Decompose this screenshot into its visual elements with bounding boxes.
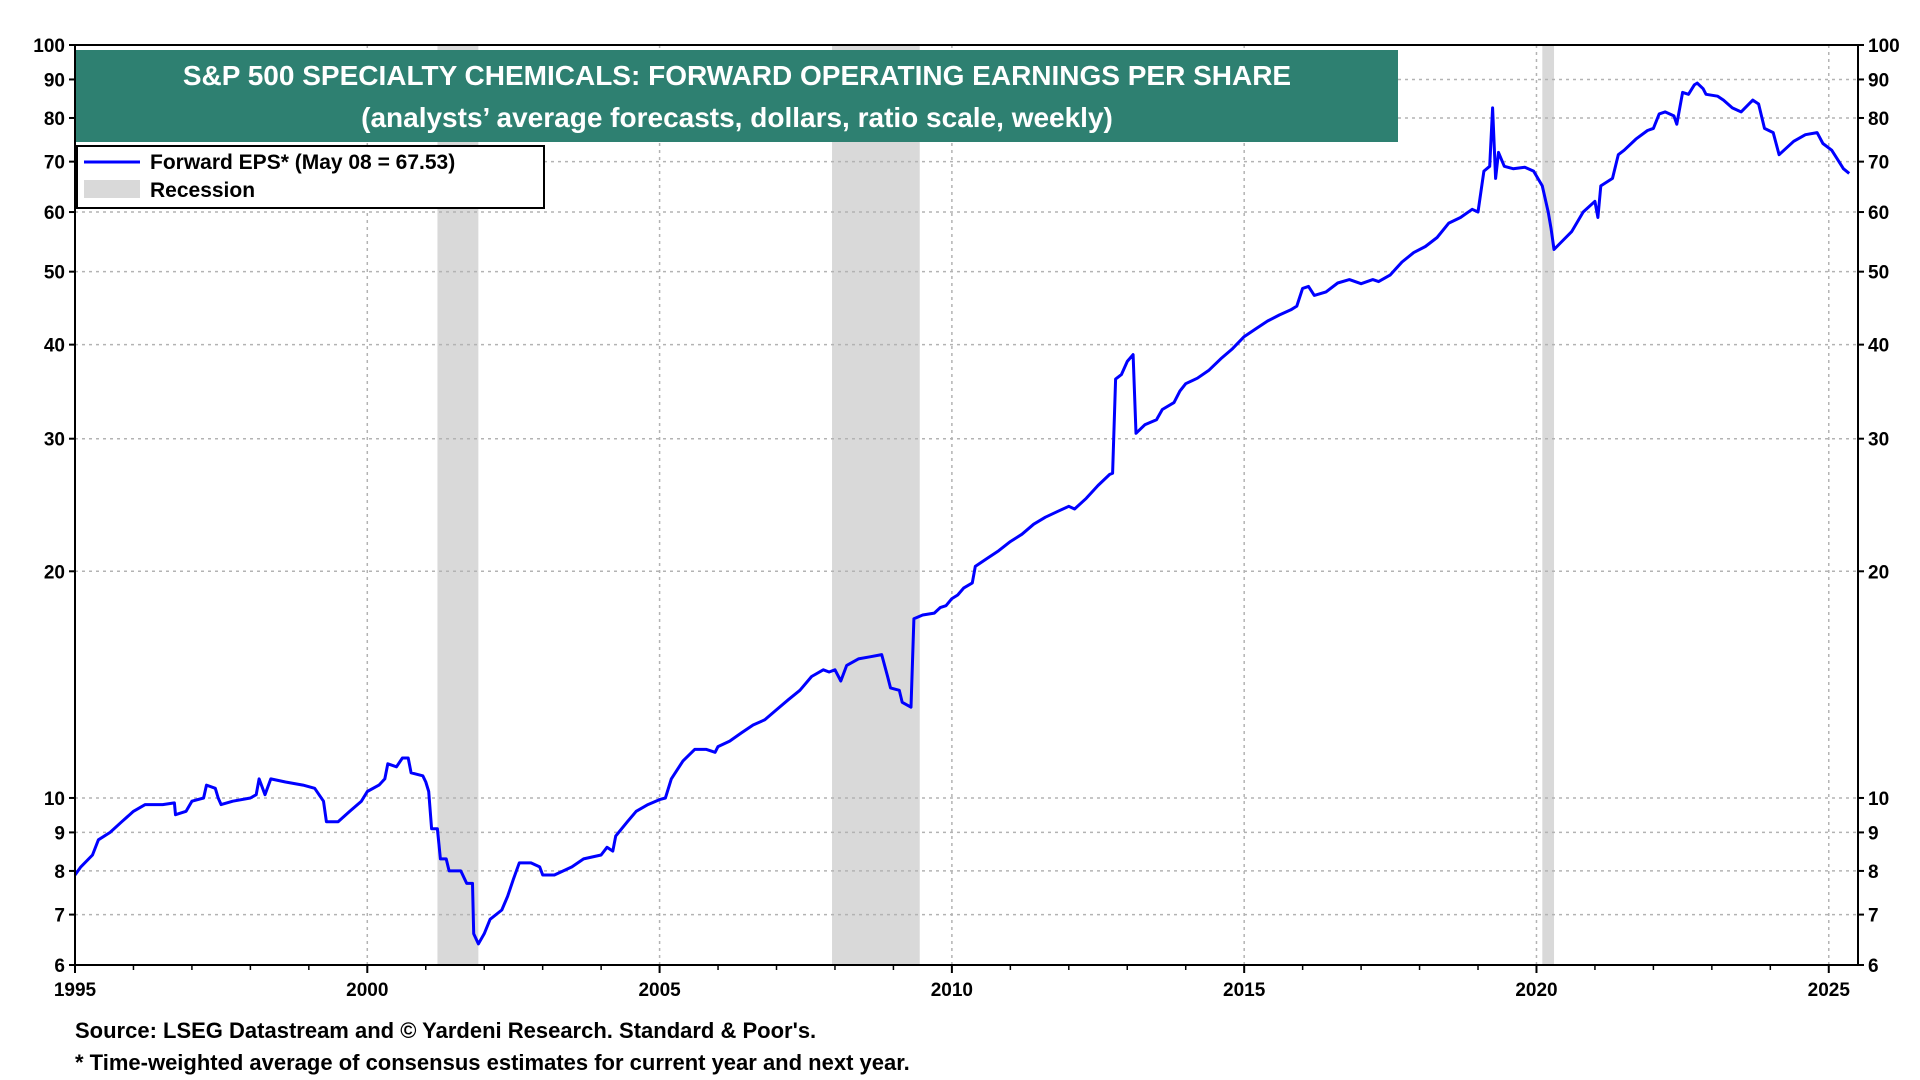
y-tick-label-right-12: 90: [1868, 70, 1889, 91]
y-tick-label-left-2: 8: [54, 862, 65, 883]
y-tick-label-right-4: 10: [1868, 789, 1889, 810]
recession-band-1: [832, 45, 920, 965]
y-tick-label-left-13: 100: [33, 36, 65, 57]
y-tick-label-left-1: 7: [54, 906, 65, 927]
legend-label-recession: Recession: [150, 179, 255, 202]
y-tick-label-right-6: 30: [1868, 430, 1889, 451]
y-tick-label-right-8: 50: [1868, 263, 1889, 284]
y-tick-label-right-2: 8: [1868, 862, 1879, 883]
x-tick-label-6: 2025: [1808, 980, 1851, 1001]
legend-box: [76, 145, 545, 209]
legend: Forward EPS* (May 08 = 67.53) Recession: [76, 145, 545, 209]
recession-bands: [437, 45, 1555, 965]
source-note: Source: LSEG Datastream and © Yardeni Re…: [75, 1018, 817, 1043]
plot-frame: [74, 44, 1859, 966]
series-line-forward-eps: [73, 81, 1851, 946]
y-tick-label-right-10: 70: [1868, 153, 1889, 174]
y-tick-label-right-13: 100: [1868, 36, 1900, 57]
y-tick-label-left-8: 50: [44, 263, 65, 284]
y-tick-label-left-9: 60: [44, 203, 65, 224]
title-background: [76, 50, 1398, 142]
legend-swatch-recession: [84, 180, 140, 198]
y-tick-label-right-1: 7: [1868, 906, 1879, 927]
y-tick-label-right-5: 20: [1868, 562, 1889, 583]
y-tick-label-left-0: 6: [54, 956, 65, 977]
footnote: * Time-weighted average of consensus est…: [75, 1050, 910, 1075]
y-tick-label-right-7: 40: [1868, 336, 1889, 357]
x-tick-label-3: 2010: [931, 980, 973, 1001]
x-tick-label-2: 2005: [638, 980, 681, 1001]
y-tick-label-left-3: 9: [54, 823, 65, 844]
x-tick-label-0: 1995: [54, 980, 97, 1001]
series-layer: [73, 81, 1851, 946]
y-tick-label-left-6: 30: [44, 430, 65, 451]
y-tick-label-right-9: 60: [1868, 203, 1889, 224]
x-tick-label-4: 2015: [1223, 980, 1266, 1001]
y-tick-label-right-11: 80: [1868, 109, 1889, 130]
y-tick-label-right-3: 9: [1868, 823, 1879, 844]
y-tick-label-left-11: 80: [44, 109, 65, 130]
x-tick-label-5: 2020: [1515, 980, 1557, 1001]
legend-label-forward-eps: Forward EPS* (May 08 = 67.53): [150, 151, 455, 174]
chart-title: S&P 500 SPECIALTY CHEMICALS: FORWARD OPE…: [183, 60, 1291, 91]
x-tick-label-1: 2000: [346, 980, 388, 1001]
chart-subtitle: (analysts’ average forecasts, dollars, r…: [361, 102, 1113, 133]
y-tick-label-left-4: 10: [44, 789, 65, 810]
recession-band-2: [1542, 45, 1555, 965]
y-tick-label-left-12: 90: [44, 70, 65, 91]
y-tick-label-left-7: 40: [44, 336, 65, 357]
y-tick-label-right-0: 6: [1868, 956, 1879, 977]
y-tick-label-left-10: 70: [44, 153, 65, 174]
y-tick-label-left-5: 20: [44, 562, 65, 583]
title-box: S&P 500 SPECIALTY CHEMICALS: FORWARD OPE…: [76, 50, 1398, 142]
